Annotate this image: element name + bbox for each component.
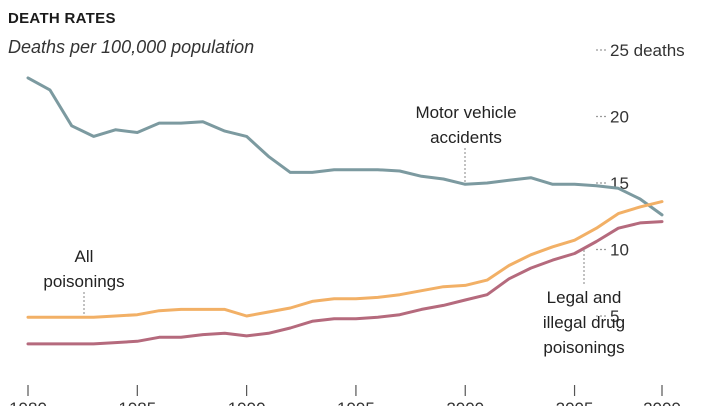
x-tick-label: 1990: [228, 399, 266, 406]
annotation-line: accidents: [430, 128, 502, 147]
y-tick-label: 10: [610, 241, 629, 260]
x-tick-label: 2009: [643, 399, 681, 406]
x-tick-label: 1995: [337, 399, 375, 406]
y-tick-10: 10: [596, 241, 629, 260]
annotation-motor: Motor vehicle accidents: [415, 103, 517, 184]
annotation-line: poisonings: [543, 338, 624, 357]
x-tick-label: 2005: [556, 399, 594, 406]
x-tick-label: 2000: [446, 399, 484, 406]
annotation-line: Motor vehicle: [415, 103, 516, 122]
x-tick-1980: 1980: [9, 385, 47, 406]
x-tick-2000: 2000: [446, 385, 484, 406]
annotation-line: poisonings: [43, 272, 124, 291]
y-tick-5: 5: [596, 307, 619, 326]
y-tick-label: 20: [610, 108, 629, 127]
y-tick-label: 5: [610, 307, 619, 326]
series-line-motor: [26, 76, 664, 217]
y-tick-label: 25 deaths: [610, 41, 685, 60]
x-tick-1985: 1985: [118, 385, 156, 406]
x-tick-1995: 1995: [337, 385, 375, 406]
x-tick-label: 1980: [9, 399, 47, 406]
x-tick-2009: 2009: [643, 385, 681, 406]
annotation-line: illegal drug: [543, 313, 625, 332]
y-tick-25: 25 deaths: [596, 41, 685, 60]
annotation-line: Legal and: [547, 288, 622, 307]
x-tick-2005: 2005: [556, 385, 594, 406]
annotation-line: All: [75, 247, 94, 266]
series-line-all_poisonings: [26, 200, 664, 319]
x-tick-1990: 1990: [228, 385, 266, 406]
y-tick-20: 20: [596, 108, 629, 127]
x-tick-label: 1985: [118, 399, 156, 406]
chart-title: DEATH RATES: [8, 10, 116, 27]
annotation-all_poisonings: All poisonings: [43, 247, 125, 316]
series-line-drug_poisonings: [26, 220, 664, 346]
annotation-drug_poisonings: Legal and illegal drug poisonings: [543, 250, 625, 357]
chart-subtitle: Deaths per 100,000 population: [8, 37, 255, 57]
